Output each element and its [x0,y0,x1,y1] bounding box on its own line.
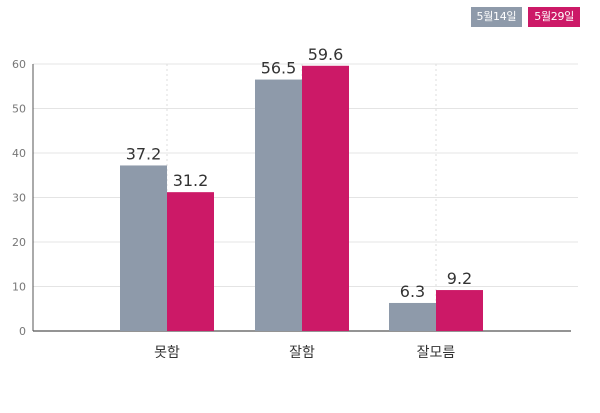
data-label: 37.2 [126,144,162,163]
data-label: 31.2 [173,171,209,190]
y-tick-label: 60 [12,58,26,71]
y-tick-label: 50 [12,103,26,116]
legend: 5월14일 5월29일 [470,7,580,27]
y-tick-label: 30 [12,192,26,205]
bar-2-2 [302,65,349,331]
y-tick-label: 0 [19,325,26,338]
x-tick-label: 못함 [154,345,180,361]
bar-2-1 [167,192,214,331]
legend-item-series-2: 5월29일 [528,7,580,27]
y-tick-label: 20 [12,236,26,249]
data-label: 56.5 [261,59,297,78]
bar-2-3 [436,290,483,331]
bar-1-1 [120,165,167,331]
y-tick-label: 10 [12,281,26,294]
bar-1-2 [255,79,302,331]
x-tick-label: 잘함 [289,345,315,361]
data-label: 9.2 [447,269,472,288]
data-label: 59.6 [308,45,344,64]
legend-item-series-1: 5월14일 [470,7,523,27]
bar-1-3 [389,302,436,331]
x-tick-label: 잘모름 [417,345,456,361]
y-tick-label: 40 [12,147,26,160]
data-label: 6.3 [400,282,425,301]
